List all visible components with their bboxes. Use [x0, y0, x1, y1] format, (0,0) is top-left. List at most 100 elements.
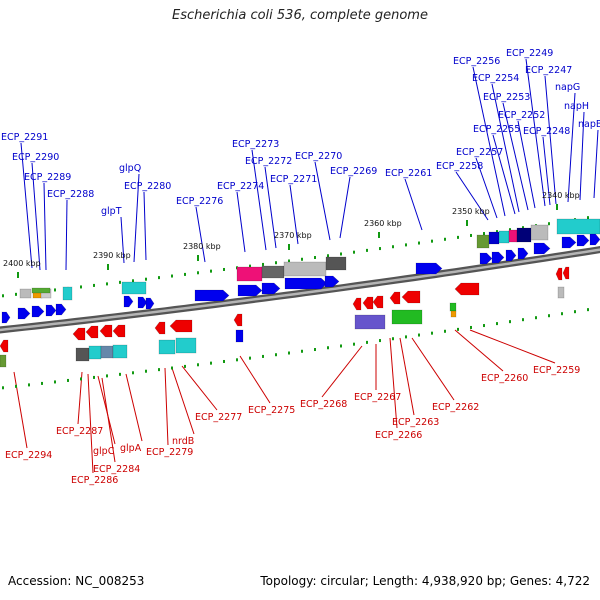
leader-line: [491, 83, 520, 213]
leader-line: [87, 373, 94, 474]
forward-gene-arrow: [55, 303, 67, 316]
feature-box: [325, 256, 347, 271]
forward-gene-arrow: [533, 242, 551, 255]
tick-dot-lower: [288, 351, 290, 355]
reverse-gene-label: ECP_2277: [195, 412, 242, 423]
tick-mark: [288, 244, 290, 250]
tick-dot-lower: [54, 380, 56, 384]
forward-gene-arrow: [324, 275, 340, 288]
forward-gene-arrow: [415, 262, 443, 275]
tick-dot-lower: [236, 358, 238, 362]
feature-box: [75, 347, 90, 362]
tick-dot-upper: [197, 271, 199, 275]
leader-line: [525, 58, 546, 207]
tick-dot-lower: [132, 371, 134, 375]
leader-line: [20, 142, 33, 269]
leader-line: [164, 367, 169, 446]
tick-dot-upper: [80, 285, 82, 289]
tick-dot-upper: [119, 280, 121, 284]
tick-dot-upper: [93, 283, 95, 287]
leader-line: [31, 162, 41, 271]
feature-box: [175, 337, 197, 354]
leader-line: [65, 199, 68, 271]
tick-dot-lower: [353, 342, 355, 346]
tick-dot-upper: [457, 235, 459, 239]
tick-dot-lower: [444, 329, 446, 333]
forward-gene-label: ECP_2274: [217, 181, 264, 192]
forward-gene-arrow: [145, 297, 155, 310]
tick-dot-upper: [223, 267, 225, 271]
leader-line: [251, 149, 267, 251]
forward-gene-label: ECP_2289: [24, 172, 71, 183]
tick-dot-upper: [522, 226, 524, 230]
tick-dot-lower: [106, 374, 108, 378]
feature-box: [121, 281, 147, 295]
tick-dot-lower: [561, 312, 563, 316]
forward-gene-label: ECP_2254: [472, 73, 519, 84]
tick-dot-lower: [41, 381, 43, 385]
reverse-gene-arrow: [85, 325, 99, 339]
tick-dot-lower: [457, 327, 459, 331]
tick-dot-upper: [483, 232, 485, 236]
tick-dot-upper: [249, 264, 251, 268]
tick-dot-upper: [314, 256, 316, 260]
forward-gene-label: ECP_2273: [232, 139, 279, 150]
leader-line: [455, 171, 489, 221]
reverse-gene-arrow: [154, 321, 166, 335]
feature-box: [450, 310, 457, 318]
feature-box: [100, 345, 114, 359]
feature-box: [88, 345, 102, 360]
leader-line: [143, 191, 147, 261]
feature-box: [556, 218, 600, 235]
feature-box: [449, 302, 457, 312]
tick-dot-upper: [275, 261, 277, 265]
feature-box: [530, 224, 549, 241]
leader-line: [120, 216, 125, 264]
tick-dot-upper: [301, 257, 303, 261]
tick-dot-upper: [262, 262, 264, 266]
feature-box: [0, 354, 7, 368]
reverse-gene-label: ECP_2286: [71, 475, 118, 486]
reverse-gene-label: ECP_2279: [146, 447, 193, 458]
reverse-gene-arrow: [99, 324, 113, 338]
reverse-gene-label: nrdB: [172, 436, 194, 447]
forward-gene-arrow: [137, 296, 148, 309]
tick-label: 2340 kbp: [542, 191, 580, 200]
leader-line: [593, 129, 599, 199]
reverse-gene-arrow: [362, 296, 374, 310]
forward-gene-arrow: [194, 289, 230, 302]
reverse-gene-label: ECP_2263: [392, 417, 439, 428]
tick-mark: [378, 232, 380, 238]
tick-label: 2380 kbp: [183, 242, 221, 251]
reverse-gene-arrow: [562, 266, 570, 280]
tick-dot-upper: [158, 276, 160, 280]
forward-gene-arrow: [576, 234, 590, 247]
tick-dot-lower: [184, 364, 186, 368]
reverse-gene-label: ECP_2259: [533, 365, 580, 376]
reverse-gene-label: ECP_2260: [481, 373, 528, 384]
leader-line: [321, 345, 363, 398]
tick-dot-lower: [249, 356, 251, 360]
reverse-gene-label: ECP_2268: [300, 399, 347, 410]
forward-gene-label: ECP_2288: [47, 189, 94, 200]
forward-gene-label: ECP_2256: [453, 56, 500, 67]
leader-line: [77, 371, 83, 425]
leader-line: [502, 102, 529, 211]
genome-backbone-highlight: [0, 248, 600, 332]
tick-dot-lower: [418, 333, 420, 337]
tick-dot-upper: [418, 241, 420, 245]
tick-dot-lower: [379, 339, 381, 343]
tick-dot-upper: [132, 279, 134, 283]
tick-dot-upper: [431, 239, 433, 243]
tick-dot-lower: [301, 349, 303, 353]
leader-line: [236, 191, 246, 253]
leader-line: [544, 75, 557, 205]
leader-line: [101, 377, 116, 463]
feature-box: [557, 286, 565, 299]
reverse-gene-label: glpA: [120, 443, 142, 454]
reverse-gene-label: ECP_2262: [432, 402, 479, 413]
tick-dot-upper: [379, 247, 381, 251]
tick-dot-upper: [548, 222, 550, 226]
reverse-gene-arrow: [233, 313, 243, 327]
